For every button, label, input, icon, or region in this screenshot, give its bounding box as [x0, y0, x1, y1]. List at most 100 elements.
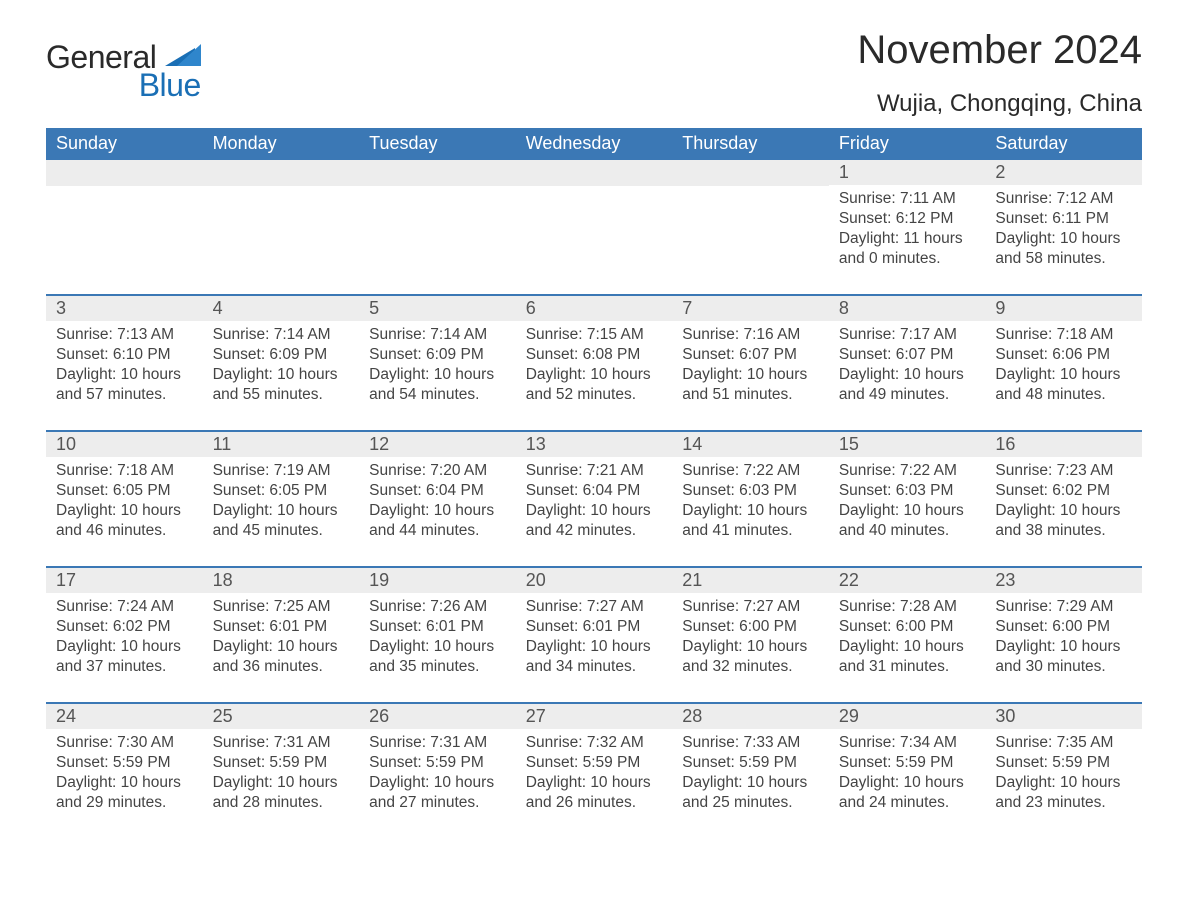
calendar-week-row: 10Sunrise: 7:18 AMSunset: 6:05 PMDayligh…	[46, 430, 1142, 566]
daylight-line-1: Daylight: 10 hours	[682, 501, 819, 521]
calendar-week-row: 3Sunrise: 7:13 AMSunset: 6:10 PMDaylight…	[46, 294, 1142, 430]
sunrise-line: Sunrise: 7:31 AM	[213, 733, 350, 753]
calendar-day-cell: 19Sunrise: 7:26 AMSunset: 6:01 PMDayligh…	[359, 568, 516, 702]
daylight-line-1: Daylight: 10 hours	[56, 501, 193, 521]
day-details: Sunrise: 7:14 AMSunset: 6:09 PMDaylight:…	[359, 321, 516, 406]
sunset-line: Sunset: 6:01 PM	[369, 617, 506, 637]
day-number: 13	[516, 432, 673, 457]
daylight-line-2: and 28 minutes.	[213, 793, 350, 813]
daylight-line-2: and 45 minutes.	[213, 521, 350, 541]
month-title: November 2024	[857, 28, 1142, 72]
calendar-day-cell: 1Sunrise: 7:11 AMSunset: 6:12 PMDaylight…	[829, 160, 986, 294]
sunset-line: Sunset: 6:12 PM	[839, 209, 976, 229]
day-details: Sunrise: 7:24 AMSunset: 6:02 PMDaylight:…	[46, 593, 203, 678]
sunset-line: Sunset: 6:02 PM	[995, 481, 1132, 501]
calendar-day-cell: 11Sunrise: 7:19 AMSunset: 6:05 PMDayligh…	[203, 432, 360, 566]
sunset-line: Sunset: 5:59 PM	[526, 753, 663, 773]
day-number: 30	[985, 704, 1142, 729]
daylight-line-2: and 26 minutes.	[526, 793, 663, 813]
sunrise-line: Sunrise: 7:27 AM	[526, 597, 663, 617]
calendar-page: General Blue November 2024 Wujia, Chongq…	[0, 0, 1188, 918]
calendar-day-cell: 20Sunrise: 7:27 AMSunset: 6:01 PMDayligh…	[516, 568, 673, 702]
day-number: 28	[672, 704, 829, 729]
daylight-line-2: and 31 minutes.	[839, 657, 976, 677]
calendar-day-cell	[46, 160, 203, 294]
sunrise-line: Sunrise: 7:34 AM	[839, 733, 976, 753]
sunset-line: Sunset: 5:59 PM	[682, 753, 819, 773]
weekday-header-row: SundayMondayTuesdayWednesdayThursdayFrid…	[46, 128, 1142, 160]
sunset-line: Sunset: 6:06 PM	[995, 345, 1132, 365]
sunset-line: Sunset: 6:10 PM	[56, 345, 193, 365]
sunrise-line: Sunrise: 7:24 AM	[56, 597, 193, 617]
location-subtitle: Wujia, Chongqing, China	[857, 90, 1142, 118]
sunrise-line: Sunrise: 7:35 AM	[995, 733, 1132, 753]
daylight-line-2: and 25 minutes.	[682, 793, 819, 813]
sunset-line: Sunset: 6:11 PM	[995, 209, 1132, 229]
daylight-line-2: and 41 minutes.	[682, 521, 819, 541]
sunset-line: Sunset: 6:04 PM	[369, 481, 506, 501]
calendar-week-row: 1Sunrise: 7:11 AMSunset: 6:12 PMDaylight…	[46, 160, 1142, 294]
sunset-line: Sunset: 6:01 PM	[213, 617, 350, 637]
day-number	[203, 160, 360, 186]
calendar-day-cell: 24Sunrise: 7:30 AMSunset: 5:59 PMDayligh…	[46, 704, 203, 838]
day-details: Sunrise: 7:16 AMSunset: 6:07 PMDaylight:…	[672, 321, 829, 406]
brand-logo: General Blue	[46, 38, 201, 101]
daylight-line-1: Daylight: 10 hours	[213, 637, 350, 657]
daylight-line-1: Daylight: 10 hours	[526, 773, 663, 793]
weekday-header-cell: Friday	[829, 128, 986, 160]
daylight-line-2: and 29 minutes.	[56, 793, 193, 813]
daylight-line-2: and 35 minutes.	[369, 657, 506, 677]
sunrise-line: Sunrise: 7:25 AM	[213, 597, 350, 617]
sunrise-line: Sunrise: 7:14 AM	[213, 325, 350, 345]
day-number	[516, 160, 673, 186]
day-number: 11	[203, 432, 360, 457]
day-number: 22	[829, 568, 986, 593]
sunrise-line: Sunrise: 7:27 AM	[682, 597, 819, 617]
day-number: 3	[46, 296, 203, 321]
calendar-day-cell	[672, 160, 829, 294]
daylight-line-2: and 37 minutes.	[56, 657, 193, 677]
day-details: Sunrise: 7:25 AMSunset: 6:01 PMDaylight:…	[203, 593, 360, 678]
sunrise-line: Sunrise: 7:21 AM	[526, 461, 663, 481]
sunset-line: Sunset: 6:07 PM	[682, 345, 819, 365]
daylight-line-1: Daylight: 10 hours	[526, 365, 663, 385]
calendar-day-cell: 4Sunrise: 7:14 AMSunset: 6:09 PMDaylight…	[203, 296, 360, 430]
sunset-line: Sunset: 6:05 PM	[56, 481, 193, 501]
day-details: Sunrise: 7:29 AMSunset: 6:00 PMDaylight:…	[985, 593, 1142, 678]
daylight-line-1: Daylight: 10 hours	[56, 773, 193, 793]
calendar-day-cell	[359, 160, 516, 294]
calendar-day-cell: 13Sunrise: 7:21 AMSunset: 6:04 PMDayligh…	[516, 432, 673, 566]
day-number: 14	[672, 432, 829, 457]
weekday-header-cell: Saturday	[985, 128, 1142, 160]
day-number: 19	[359, 568, 516, 593]
day-details: Sunrise: 7:23 AMSunset: 6:02 PMDaylight:…	[985, 457, 1142, 542]
weekday-header-cell: Wednesday	[516, 128, 673, 160]
daylight-line-2: and 54 minutes.	[369, 385, 506, 405]
sunset-line: Sunset: 6:03 PM	[839, 481, 976, 501]
sunrise-line: Sunrise: 7:12 AM	[995, 189, 1132, 209]
daylight-line-1: Daylight: 10 hours	[839, 773, 976, 793]
calendar-day-cell: 9Sunrise: 7:18 AMSunset: 6:06 PMDaylight…	[985, 296, 1142, 430]
daylight-line-1: Daylight: 10 hours	[682, 773, 819, 793]
daylight-line-1: Daylight: 10 hours	[839, 501, 976, 521]
calendar-day-cell: 27Sunrise: 7:32 AMSunset: 5:59 PMDayligh…	[516, 704, 673, 838]
brand-wordmark: General Blue	[46, 38, 201, 101]
calendar-day-cell: 23Sunrise: 7:29 AMSunset: 6:00 PMDayligh…	[985, 568, 1142, 702]
daylight-line-1: Daylight: 10 hours	[213, 365, 350, 385]
sunset-line: Sunset: 6:02 PM	[56, 617, 193, 637]
calendar-day-cell: 15Sunrise: 7:22 AMSunset: 6:03 PMDayligh…	[829, 432, 986, 566]
calendar-grid: SundayMondayTuesdayWednesdayThursdayFrid…	[46, 128, 1142, 838]
calendar-day-cell: 25Sunrise: 7:31 AMSunset: 5:59 PMDayligh…	[203, 704, 360, 838]
daylight-line-2: and 23 minutes.	[995, 793, 1132, 813]
sunrise-line: Sunrise: 7:16 AM	[682, 325, 819, 345]
calendar-week-row: 17Sunrise: 7:24 AMSunset: 6:02 PMDayligh…	[46, 566, 1142, 702]
daylight-line-1: Daylight: 10 hours	[369, 365, 506, 385]
day-details: Sunrise: 7:12 AMSunset: 6:11 PMDaylight:…	[985, 185, 1142, 270]
weekday-header-cell: Thursday	[672, 128, 829, 160]
day-number	[46, 160, 203, 186]
sunset-line: Sunset: 6:01 PM	[526, 617, 663, 637]
flag-icon	[165, 44, 201, 68]
day-details: Sunrise: 7:35 AMSunset: 5:59 PMDaylight:…	[985, 729, 1142, 814]
daylight-line-2: and 38 minutes.	[995, 521, 1132, 541]
sunrise-line: Sunrise: 7:28 AM	[839, 597, 976, 617]
